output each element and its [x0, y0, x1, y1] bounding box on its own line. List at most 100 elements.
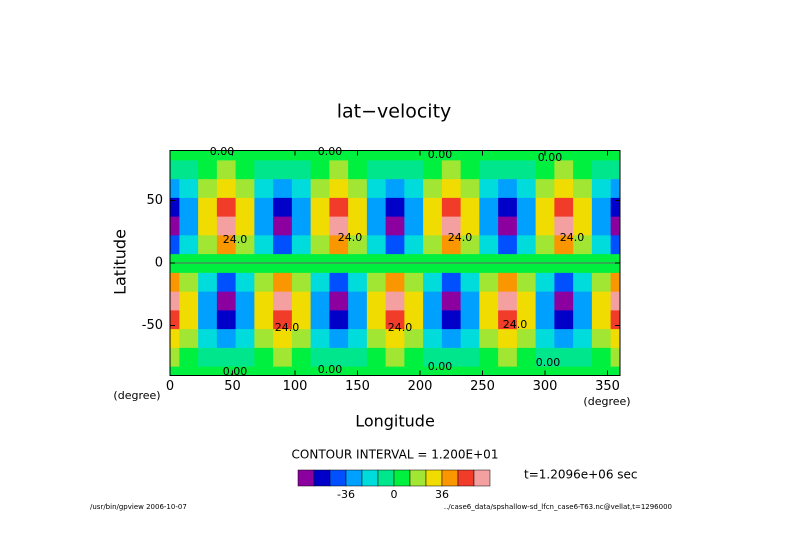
field-cell	[273, 159, 293, 180]
field-cell	[423, 197, 443, 217]
field-cell	[198, 291, 218, 311]
field-cell	[610, 347, 620, 367]
y-tick-label: 0	[155, 256, 163, 271]
field-cell	[460, 159, 480, 180]
field-cell	[498, 366, 518, 376]
field-cell	[535, 197, 555, 217]
field-cell	[385, 272, 405, 292]
field-cell	[479, 159, 499, 180]
field-cell	[348, 347, 368, 367]
colorbar-box	[361, 469, 379, 487]
field-cell	[235, 272, 255, 292]
field-cell	[273, 197, 293, 217]
field-cell	[235, 150, 255, 161]
field-cell	[291, 366, 312, 376]
field-cell	[573, 347, 593, 367]
field-cell	[385, 178, 405, 198]
field-cell	[273, 347, 293, 367]
field-cell	[198, 197, 218, 217]
field-cell	[385, 197, 405, 217]
field-cell	[479, 309, 499, 330]
colorbar-tick-label: -36	[337, 488, 355, 501]
field-cell	[179, 178, 199, 198]
field-cell	[441, 366, 462, 376]
x-tick-label: 300	[533, 379, 558, 394]
field-cell	[329, 197, 349, 217]
field-cell	[479, 347, 499, 367]
y-axis-label: Latitude	[111, 229, 130, 295]
field-cell	[170, 347, 180, 367]
field-cell	[591, 197, 612, 217]
colorbar-box	[441, 469, 459, 487]
footer-left: /usr/bin/gpview 2006-10-07	[90, 503, 187, 511]
field-cell	[310, 216, 330, 236]
contour-label: 0.00	[318, 145, 343, 158]
field-cell	[235, 178, 255, 198]
field-cell	[254, 234, 274, 255]
field-cell	[554, 328, 574, 348]
field-cell	[179, 291, 199, 311]
field-cell	[498, 234, 518, 255]
y-unit: (degree)	[113, 389, 160, 402]
field-cell	[516, 347, 537, 367]
field-cell	[385, 234, 405, 255]
field-cell	[198, 234, 218, 255]
field-cell	[610, 272, 620, 292]
field-cell	[179, 197, 199, 217]
field-cell	[404, 272, 424, 292]
field-cell	[216, 328, 237, 348]
field-cell	[535, 328, 555, 348]
field-cell	[516, 178, 537, 198]
contour-label: 24.0	[338, 231, 363, 244]
field-cell	[591, 272, 612, 292]
colorbar-box	[393, 469, 411, 487]
field-cell	[516, 291, 537, 311]
field-cell	[404, 234, 424, 255]
field-cell	[385, 216, 405, 236]
field-cell	[423, 272, 443, 292]
field-cell	[610, 309, 620, 330]
field-cell	[573, 309, 593, 330]
field-cell	[423, 328, 443, 348]
field-cell	[610, 197, 620, 217]
field-cell	[291, 347, 312, 367]
field-cell	[404, 178, 424, 198]
field-cell	[423, 159, 443, 180]
field-cell	[254, 366, 274, 376]
field-cell	[216, 234, 237, 255]
field-cell	[198, 216, 218, 236]
contour-label: 24.0	[560, 231, 585, 244]
colorbar-box	[377, 469, 395, 487]
field-cell	[385, 291, 405, 311]
field-cell	[310, 366, 330, 376]
colorbar-tick-label: 0	[391, 488, 398, 501]
field-cell	[291, 328, 312, 348]
field-cell	[170, 309, 180, 330]
field-cell	[216, 216, 237, 236]
field-cell	[573, 328, 593, 348]
colorbar-box	[345, 469, 363, 487]
field-cell	[573, 291, 593, 311]
field-cell	[423, 291, 443, 311]
field-cell	[216, 366, 237, 376]
field-cell	[348, 309, 368, 330]
field-cell	[404, 366, 424, 376]
field-cell	[273, 309, 293, 330]
field-cell	[479, 272, 499, 292]
field-cell	[573, 178, 593, 198]
field-cell	[516, 150, 537, 161]
field-cell	[235, 159, 255, 180]
field-cell	[498, 150, 518, 161]
field-cell	[170, 328, 180, 348]
field-cell	[310, 328, 330, 348]
field-cell	[535, 159, 555, 180]
field-cell	[366, 178, 387, 198]
field-cell	[216, 178, 237, 198]
field-cell	[273, 366, 293, 376]
y-tick-label: -50	[142, 318, 163, 333]
field-cell	[198, 309, 218, 330]
field-cell	[479, 328, 499, 348]
field-cell	[348, 159, 368, 180]
y-tick-label: 50	[146, 193, 163, 208]
